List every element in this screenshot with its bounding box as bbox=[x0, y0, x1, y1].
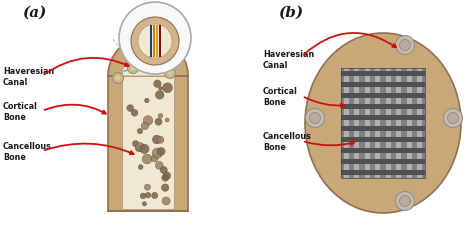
Circle shape bbox=[160, 167, 167, 174]
Bar bbox=[153, 26, 155, 58]
Circle shape bbox=[395, 36, 414, 55]
Bar bbox=[341, 94, 425, 99]
Bar bbox=[344, 69, 348, 178]
Circle shape bbox=[162, 197, 170, 205]
Text: (b): (b) bbox=[278, 6, 303, 20]
Wedge shape bbox=[122, 51, 174, 77]
Bar bbox=[341, 159, 425, 164]
Bar bbox=[341, 137, 425, 142]
Circle shape bbox=[119, 3, 191, 75]
Circle shape bbox=[128, 63, 138, 74]
Circle shape bbox=[141, 123, 149, 130]
Circle shape bbox=[127, 105, 134, 112]
Ellipse shape bbox=[305, 34, 461, 213]
Circle shape bbox=[164, 68, 175, 79]
Bar bbox=[156, 26, 158, 58]
Circle shape bbox=[142, 202, 146, 206]
Circle shape bbox=[447, 113, 458, 124]
Circle shape bbox=[153, 136, 161, 144]
Text: (a): (a) bbox=[22, 6, 46, 20]
Circle shape bbox=[162, 184, 169, 191]
Bar bbox=[159, 26, 161, 58]
Circle shape bbox=[152, 192, 158, 199]
Circle shape bbox=[310, 113, 320, 124]
Text: Cortical
Bone: Cortical Bone bbox=[3, 101, 38, 122]
Circle shape bbox=[138, 25, 172, 59]
Circle shape bbox=[400, 196, 410, 207]
Bar bbox=[341, 127, 425, 131]
Bar bbox=[396, 69, 401, 178]
FancyBboxPatch shape bbox=[108, 77, 188, 211]
Circle shape bbox=[155, 119, 162, 126]
Circle shape bbox=[131, 18, 179, 66]
Circle shape bbox=[140, 193, 146, 199]
Bar bbox=[375, 69, 380, 178]
Circle shape bbox=[147, 61, 158, 72]
Circle shape bbox=[151, 64, 155, 69]
Text: Cancellous
Bone: Cancellous Bone bbox=[263, 131, 312, 151]
Circle shape bbox=[154, 81, 161, 88]
Bar bbox=[341, 72, 425, 77]
Circle shape bbox=[152, 148, 163, 159]
Circle shape bbox=[395, 192, 414, 211]
Text: Cortical
Bone: Cortical Bone bbox=[263, 87, 298, 106]
Circle shape bbox=[400, 40, 410, 51]
Bar bbox=[341, 69, 425, 178]
Bar bbox=[365, 69, 370, 178]
Circle shape bbox=[116, 76, 120, 81]
Circle shape bbox=[155, 162, 163, 170]
Bar bbox=[386, 69, 391, 178]
Wedge shape bbox=[108, 37, 188, 77]
Bar bbox=[407, 69, 411, 178]
Text: Haveresian
Canal: Haveresian Canal bbox=[3, 67, 54, 87]
Bar bbox=[341, 105, 425, 109]
Circle shape bbox=[136, 146, 142, 152]
Bar bbox=[341, 69, 425, 178]
Bar bbox=[341, 83, 425, 88]
Circle shape bbox=[145, 99, 149, 103]
Text: Haveresian
Canal: Haveresian Canal bbox=[263, 50, 314, 70]
Circle shape bbox=[158, 114, 163, 119]
Circle shape bbox=[140, 145, 149, 154]
Circle shape bbox=[131, 110, 138, 117]
Bar bbox=[341, 116, 425, 120]
Circle shape bbox=[163, 83, 173, 93]
Bar bbox=[418, 69, 422, 178]
Circle shape bbox=[145, 192, 151, 198]
Text: Cancellous
Bone: Cancellous Bone bbox=[3, 141, 52, 161]
Bar bbox=[150, 26, 152, 58]
Circle shape bbox=[112, 73, 124, 84]
Circle shape bbox=[162, 175, 169, 181]
Circle shape bbox=[136, 143, 145, 152]
Circle shape bbox=[151, 155, 158, 162]
Circle shape bbox=[130, 66, 136, 71]
Circle shape bbox=[159, 87, 163, 91]
Circle shape bbox=[444, 109, 463, 128]
Circle shape bbox=[155, 91, 164, 100]
Bar bbox=[341, 148, 425, 153]
Bar bbox=[122, 77, 174, 209]
Circle shape bbox=[306, 109, 325, 128]
Circle shape bbox=[157, 148, 165, 156]
Circle shape bbox=[137, 129, 143, 134]
Circle shape bbox=[157, 137, 164, 144]
Circle shape bbox=[167, 71, 173, 76]
Circle shape bbox=[163, 172, 171, 180]
Circle shape bbox=[165, 119, 169, 122]
Circle shape bbox=[143, 116, 153, 126]
Bar bbox=[355, 69, 359, 178]
Circle shape bbox=[142, 155, 152, 164]
Circle shape bbox=[138, 165, 143, 170]
Bar bbox=[341, 170, 425, 175]
Circle shape bbox=[132, 141, 139, 147]
Circle shape bbox=[145, 184, 150, 190]
